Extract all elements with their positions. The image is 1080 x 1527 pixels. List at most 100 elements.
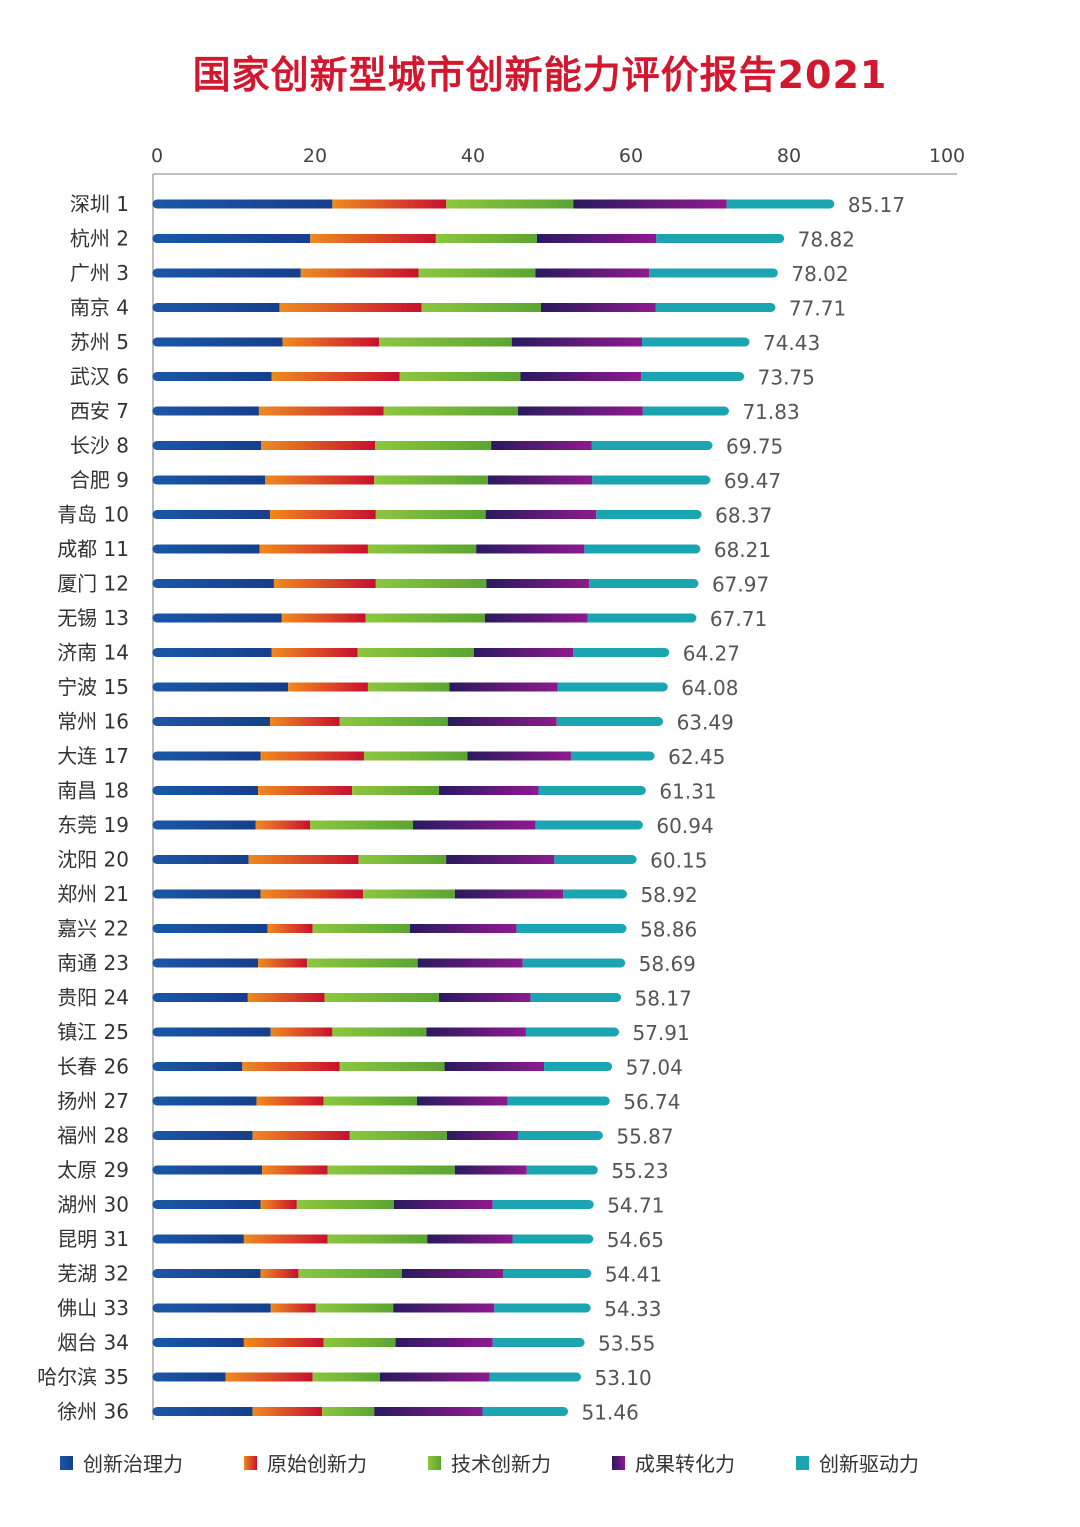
bar-segment (573, 648, 665, 657)
bar-segment (252, 1407, 323, 1416)
bar-segment (157, 648, 272, 657)
bar-segment (339, 717, 448, 726)
bar-cap (609, 1027, 619, 1037)
bar-segment (315, 1303, 394, 1313)
bar-segment (339, 1062, 445, 1071)
value-label: 58.86 (640, 918, 697, 942)
value-label: 51.46 (582, 1401, 639, 1425)
x-tick-label: 20 (303, 145, 327, 167)
value-label: 77.71 (789, 297, 846, 321)
bar-cap (617, 924, 627, 933)
bar-segment (260, 889, 364, 899)
category-label: 苏州 5 (70, 330, 129, 354)
value-label: 67.97 (712, 573, 769, 597)
bar-cap (152, 1131, 162, 1140)
category-label: 合肥 9 (70, 468, 129, 492)
category-label: 郑州 21 (57, 882, 129, 906)
bar-cap (152, 268, 162, 278)
bar-cap (152, 1338, 162, 1347)
bar-cap (559, 1407, 569, 1416)
bar-segment (349, 1131, 447, 1140)
value-label: 85.17 (848, 193, 905, 217)
bar-segment (157, 1303, 271, 1313)
bar-segment (157, 613, 282, 623)
bar-cap (152, 855, 162, 864)
bar-segment (273, 579, 376, 588)
bar-segment (260, 1200, 297, 1209)
bar-cap (588, 1165, 598, 1175)
bar-cap (571, 1372, 581, 1382)
bar-segment (503, 1269, 587, 1278)
bar-segment (726, 199, 830, 209)
x-tick-label: 0 (151, 145, 163, 167)
bar-segment (393, 1303, 495, 1313)
bar-cap (152, 1303, 162, 1313)
bar-segment (157, 1372, 226, 1382)
bar-cap (152, 1200, 162, 1209)
category-label: 福州 28 (57, 1124, 129, 1148)
value-label: 58.92 (640, 883, 697, 907)
bar-segment (416, 1096, 508, 1106)
bar-cap (152, 1269, 162, 1278)
bar-cap (660, 648, 670, 657)
bar-cap (600, 1096, 610, 1106)
bar-segment (454, 1165, 527, 1175)
bar-cap (152, 786, 162, 795)
bar-segment (248, 855, 359, 864)
bar-segment (446, 1131, 519, 1140)
category-label: 厦门 12 (57, 572, 129, 596)
bar-cap (617, 889, 627, 899)
bar-segment (269, 717, 340, 726)
bar-segment (418, 268, 536, 278)
bar-cap (152, 751, 162, 761)
bar-segment (383, 406, 519, 416)
bar-segment (375, 579, 487, 588)
bar-segment (255, 820, 311, 830)
bar-segment (554, 855, 633, 864)
bar-segment (288, 682, 368, 692)
bar-cap (152, 579, 162, 588)
legend-swatch (612, 1456, 625, 1470)
bar-segment (279, 303, 422, 312)
bar-cap (152, 441, 162, 450)
bar-segment (395, 1338, 493, 1347)
bar-segment (157, 406, 259, 416)
value-label: 63.49 (677, 711, 734, 735)
category-label: 南昌 18 (57, 779, 129, 803)
value-label: 69.47 (724, 469, 781, 493)
category-label: 武汉 6 (70, 365, 129, 389)
bar-segment (544, 1062, 608, 1071)
bar-segment (642, 337, 745, 347)
bar-cap (152, 337, 162, 347)
bar-segment (467, 751, 571, 761)
bar-segment (367, 682, 450, 692)
category-label: 青岛 10 (57, 503, 129, 527)
bar-segment (374, 1407, 483, 1416)
bar-segment (439, 786, 539, 795)
bar-segment (327, 1234, 428, 1244)
bar-segment (157, 234, 311, 243)
category-label: 湖州 30 (57, 1193, 129, 1217)
bar-segment (310, 234, 436, 243)
bar-segment (538, 786, 642, 795)
bar-segment (512, 1234, 589, 1244)
bar-segment (332, 1027, 427, 1037)
bar-cap (152, 924, 162, 933)
bar-segment (535, 820, 639, 830)
bar-cap (152, 1096, 162, 1106)
bar-segment (379, 1372, 490, 1382)
bar-segment (157, 889, 261, 899)
bar-segment (310, 820, 413, 830)
bar-segment (409, 924, 517, 933)
bar-cap (775, 234, 785, 243)
bar-segment (444, 1062, 545, 1071)
bar-cap (152, 372, 162, 381)
bar-segment (157, 1338, 244, 1347)
bar-segment (399, 372, 521, 381)
bar-segment (641, 372, 740, 381)
category-label: 长春 26 (57, 1055, 129, 1079)
value-label: 71.83 (742, 400, 799, 424)
bar-segment (157, 751, 261, 761)
x-tick-label: 100 (929, 145, 965, 167)
bar-segment (324, 993, 440, 1002)
